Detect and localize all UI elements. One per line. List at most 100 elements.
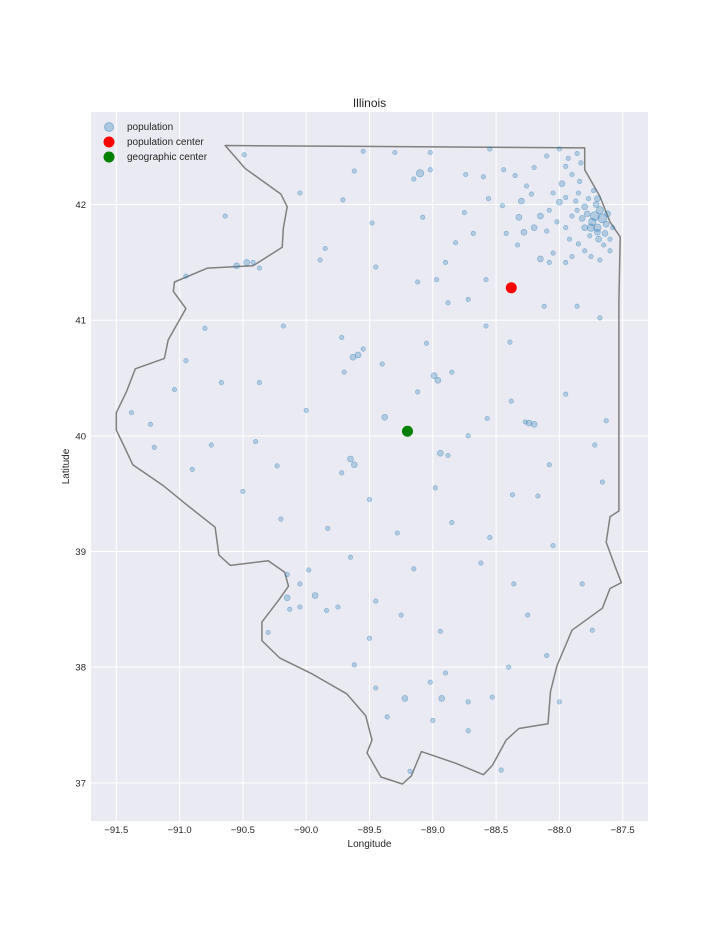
x-tick-label: −88.5 [484, 825, 508, 836]
population-point [416, 169, 425, 178]
population-point [550, 190, 556, 196]
population-point [411, 176, 417, 182]
population-point [256, 265, 262, 271]
population-point [574, 303, 580, 309]
population-point [499, 203, 505, 209]
population-point [569, 213, 575, 219]
population-point [240, 488, 246, 494]
population-point [483, 277, 489, 283]
population-point [437, 628, 443, 634]
population-point [585, 196, 592, 202]
population-point [465, 699, 471, 705]
population-point [578, 215, 586, 222]
population-point [430, 372, 438, 380]
population-point [233, 262, 240, 270]
population-point [297, 604, 303, 610]
population-point [523, 183, 530, 189]
y-tick-label: 38 [75, 663, 86, 674]
population-point [323, 607, 330, 614]
population-point [556, 146, 562, 152]
y-axis-label: Latitude [61, 448, 72, 484]
population-point [601, 230, 609, 237]
x-tick-label: −91.5 [104, 825, 128, 836]
population-point [599, 479, 605, 485]
population-point [340, 197, 346, 203]
population-point [354, 351, 362, 359]
population-point [398, 612, 404, 618]
population-point [283, 594, 291, 602]
population-point [265, 629, 271, 636]
y-tick-label: 40 [75, 431, 86, 442]
population-point [563, 225, 569, 231]
legend: population population center geographic … [103, 122, 208, 163]
population-point [603, 418, 609, 424]
population-point [484, 415, 490, 422]
population-point [360, 148, 366, 154]
population-point [360, 346, 366, 352]
population-point [485, 196, 492, 202]
legend-label-geographic-center: geographic center [127, 152, 208, 163]
population-point [369, 220, 375, 226]
population-point [325, 525, 331, 531]
legend-marker-population-center [103, 136, 115, 148]
population-point [449, 520, 455, 526]
population-point [597, 213, 608, 224]
population-point [381, 413, 389, 421]
population-point [591, 188, 597, 194]
population-point [241, 152, 247, 158]
population-point [544, 153, 550, 159]
population-point [470, 230, 476, 236]
population-point [525, 419, 533, 427]
population-point [253, 439, 259, 445]
population-point [407, 768, 413, 774]
population-point [522, 419, 528, 425]
population-point [415, 389, 421, 395]
legend-marker-geographic-center [103, 151, 115, 163]
population-point [351, 662, 357, 668]
illinois-border [115, 144, 623, 785]
population-point [574, 207, 580, 213]
population-point [592, 442, 598, 448]
population-point [401, 695, 409, 702]
population-point [577, 178, 583, 184]
population-point [563, 163, 569, 169]
population-point [574, 151, 580, 157]
population-point [579, 581, 585, 587]
population-point [392, 149, 398, 156]
state-border-layer [115, 144, 623, 785]
population-point [512, 173, 518, 179]
population-point [610, 225, 616, 231]
population-point [480, 174, 486, 180]
population-point [508, 398, 514, 404]
population-point [594, 229, 601, 236]
population-point [243, 259, 250, 266]
population-point [347, 554, 354, 560]
population-point [351, 168, 357, 174]
y-tick-label: 42 [75, 200, 86, 211]
population-point [586, 223, 596, 232]
population-point [506, 664, 512, 670]
population-point [432, 485, 438, 491]
population-point [489, 694, 495, 700]
population-point [528, 191, 535, 197]
legend-label-population-center: population center [127, 137, 204, 148]
y-axis-ticks: 37 38 39 40 41 42 [75, 200, 86, 789]
population-point [461, 210, 467, 216]
legend-marker-population [104, 122, 114, 132]
population-point [554, 219, 560, 225]
population-point [530, 224, 538, 231]
x-tick-label: −89.0 [421, 825, 445, 836]
population-point [541, 303, 547, 309]
population-point [128, 410, 135, 416]
population-point [601, 242, 607, 248]
grid-lines [91, 112, 648, 821]
population-point [550, 250, 556, 256]
x-axis-label: Longitude [348, 839, 392, 850]
x-tick-label: −89.5 [357, 825, 381, 836]
y-tick-label: 39 [75, 547, 86, 558]
population-point [222, 213, 228, 219]
population-point [575, 241, 581, 247]
population-point [427, 149, 433, 156]
